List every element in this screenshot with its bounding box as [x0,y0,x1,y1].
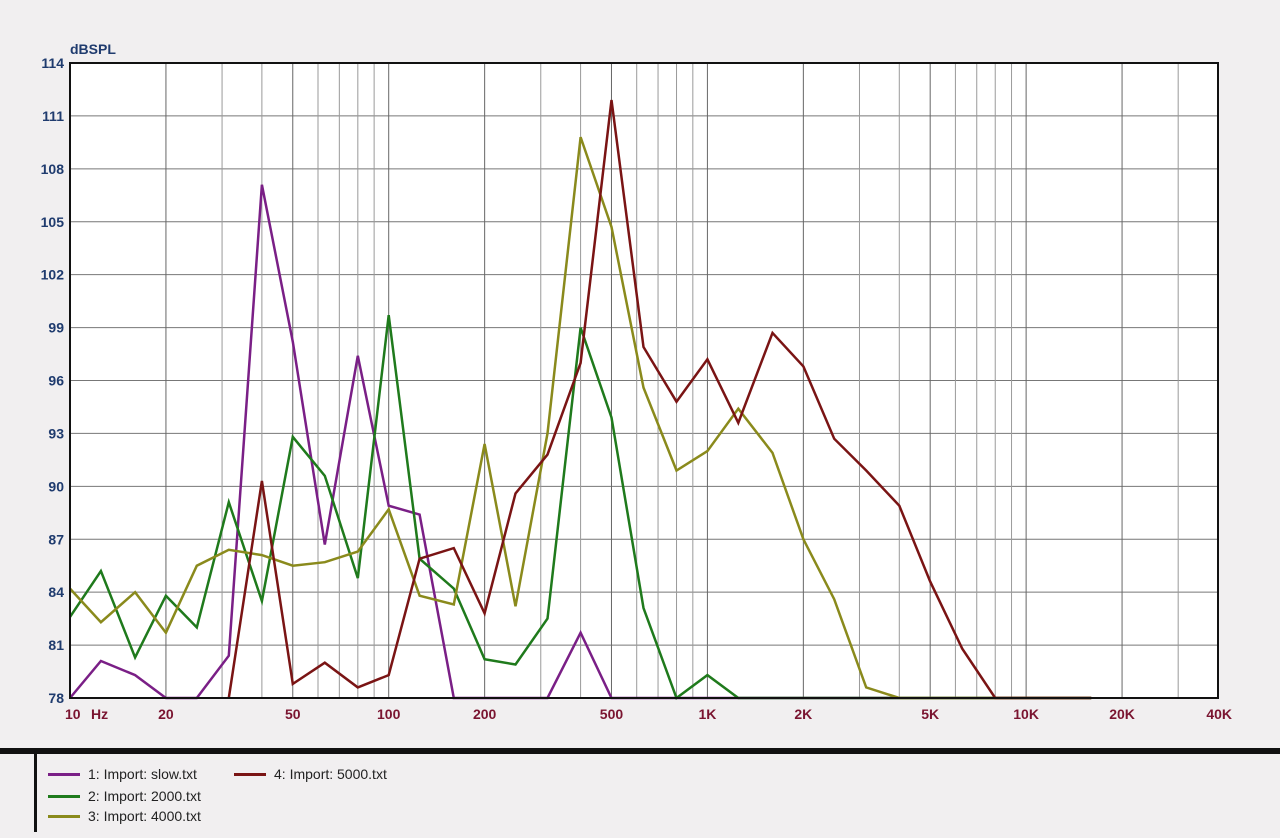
x-tick-label: 200 [473,706,497,722]
x-tick-label: 40K [1206,706,1232,722]
legend-label-series-2: 2: Import: 2000.txt [88,788,201,804]
grid [69,62,1219,699]
x-tick-label: 20K [1109,706,1135,722]
y-tick-label: 108 [41,161,65,177]
legend-swatch-series-3 [48,814,80,818]
y-tick-labels: 78 81 84 87 90 93 96 99 102 105 108 111 114 [41,55,65,706]
y-tick-label: 93 [48,425,64,441]
plot-frame [69,62,1219,699]
y-tick-label: 102 [41,267,65,283]
x-axis-unit-label: Hz [91,706,108,722]
x-tick-label: 10K [1013,706,1039,722]
legend-label-series-1: 1: Import: slow.txt [88,766,197,782]
x-tick-label: 20 [158,706,174,722]
x-tick-labels: 10 20 50 100 200 500 1K 2K 5K 10K 20K 40K Hz [65,706,1232,722]
y-tick-label: 114 [41,55,64,71]
legend-item-series-3: 3: Import: 4000.txt [48,808,201,824]
x-tick-label: 100 [377,706,401,722]
x-tick-label: 10 [65,706,81,722]
series-line-4 [227,99,1092,700]
y-tick-label: 99 [48,320,64,336]
y-tick-label: 111 [42,108,64,124]
x-tick-label: 2K [794,706,812,722]
legend-divider [34,754,37,832]
y-tick-label: 96 [48,373,64,389]
legend-item-series-2: 2: Import: 2000.txt [48,788,201,804]
legend-label-series-4: 4: Import: 5000.txt [274,766,387,782]
legend-panel [0,748,1280,838]
y-tick-label: 84 [48,584,64,600]
legend-item-series-4: 4: Import: 5000.txt [234,766,387,782]
legend-label-series-3: 3: Import: 4000.txt [88,808,201,824]
y-tick-label: 78 [48,690,64,706]
x-tick-label: 5K [921,706,939,722]
legend-swatch-series-4 [234,772,266,776]
legend-swatch-series-1 [48,772,80,776]
y-tick-label: 87 [48,531,64,547]
x-tick-label: 50 [285,706,301,722]
y-tick-label: 90 [48,478,64,494]
y-tick-label: 105 [41,214,65,230]
y-tick-label: 81 [48,637,64,653]
legend-item-series-1: 1: Import: slow.txt [48,766,197,782]
y-axis-label: dBSPL [70,41,116,57]
legend-swatch-series-2 [48,794,80,798]
x-tick-label: 1K [698,706,716,722]
x-tick-label: 500 [600,706,624,722]
